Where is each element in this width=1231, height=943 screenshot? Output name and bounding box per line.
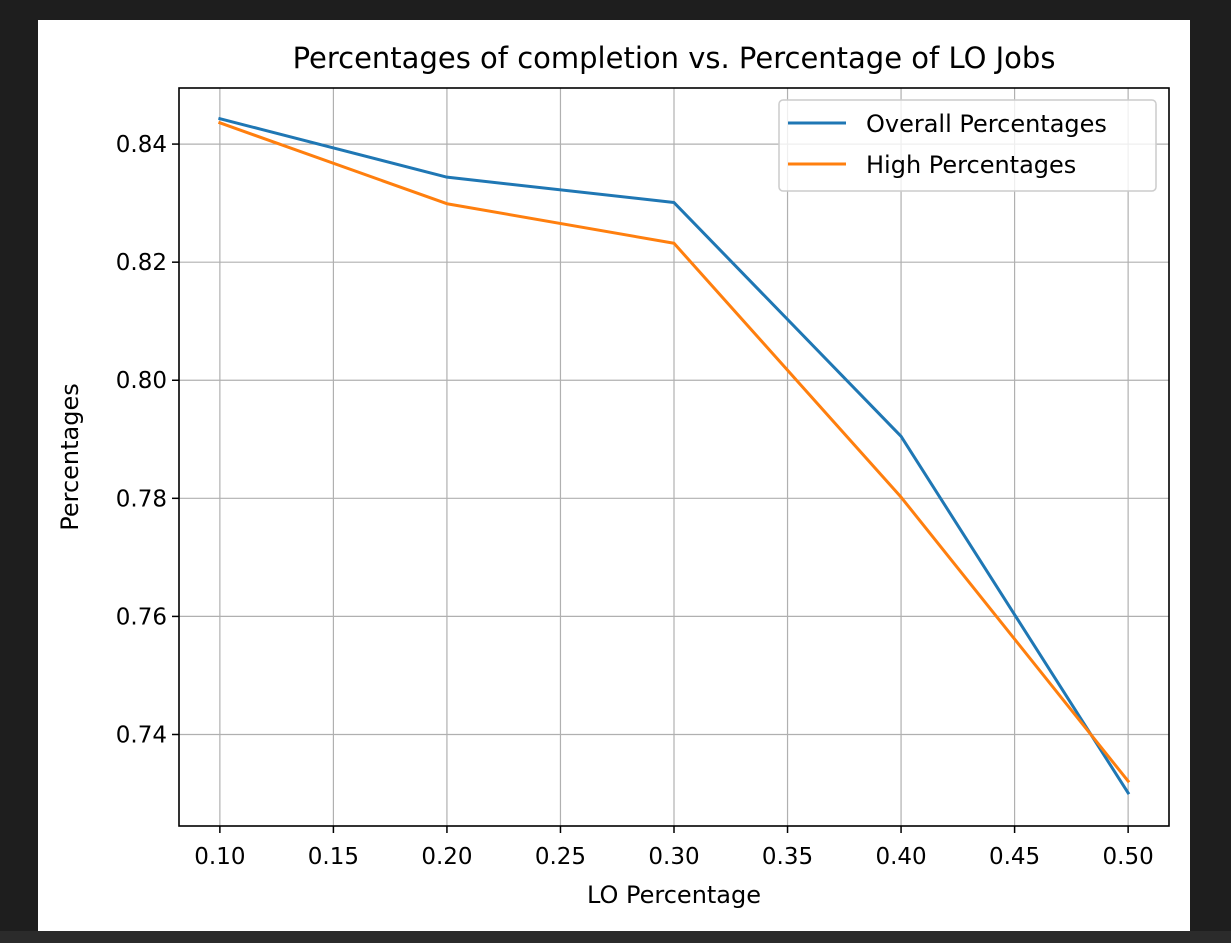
x-tick-label: 0.10 bbox=[194, 844, 245, 870]
line-chart: Percentages of completion vs. Percentage… bbox=[56, 41, 1170, 909]
y-axis-ticks: 0.74 0.76 0.78 0.80 0.82 0.84 bbox=[116, 132, 179, 748]
x-tick-label: 0.25 bbox=[535, 844, 586, 870]
x-tick-label: 0.30 bbox=[648, 844, 699, 870]
window-bottom-strip bbox=[0, 931, 1231, 943]
legend-box bbox=[778, 99, 1157, 192]
y-tick-label: 0.74 bbox=[116, 722, 167, 748]
x-tick-label: 0.35 bbox=[762, 844, 813, 870]
y-tick-label: 0.84 bbox=[116, 132, 167, 158]
chart-title: Percentages of completion vs. Percentage… bbox=[293, 41, 1056, 75]
x-tick-label: 0.40 bbox=[875, 844, 926, 870]
series-layer bbox=[217, 116, 1131, 796]
y-tick-label: 0.82 bbox=[116, 250, 167, 276]
legend: Overall Percentages High Percentages bbox=[778, 99, 1157, 192]
y-axis-label: Percentages bbox=[56, 383, 84, 531]
x-tick-label: 0.15 bbox=[308, 844, 359, 870]
series-line-overall bbox=[218, 116, 1131, 796]
legend-label-overall: Overall Percentages bbox=[866, 110, 1107, 138]
legend-label-high: High Percentages bbox=[866, 151, 1076, 179]
figure-canvas: Percentages of completion vs. Percentage… bbox=[38, 20, 1190, 931]
series-line-high bbox=[217, 120, 1131, 784]
x-axis-ticks: 0.10 0.15 0.20 0.25 0.30 0.35 0.40 0.45 0.50 bbox=[194, 826, 1154, 870]
x-tick-label: 0.20 bbox=[421, 844, 472, 870]
x-tick-label: 0.50 bbox=[1103, 844, 1154, 870]
y-tick-label: 0.80 bbox=[116, 368, 167, 394]
x-tick-label: 0.45 bbox=[989, 844, 1040, 870]
y-tick-label: 0.76 bbox=[116, 604, 167, 630]
grid bbox=[179, 88, 1169, 826]
x-axis-label: LO Percentage bbox=[587, 881, 761, 909]
y-tick-label: 0.78 bbox=[116, 486, 167, 512]
